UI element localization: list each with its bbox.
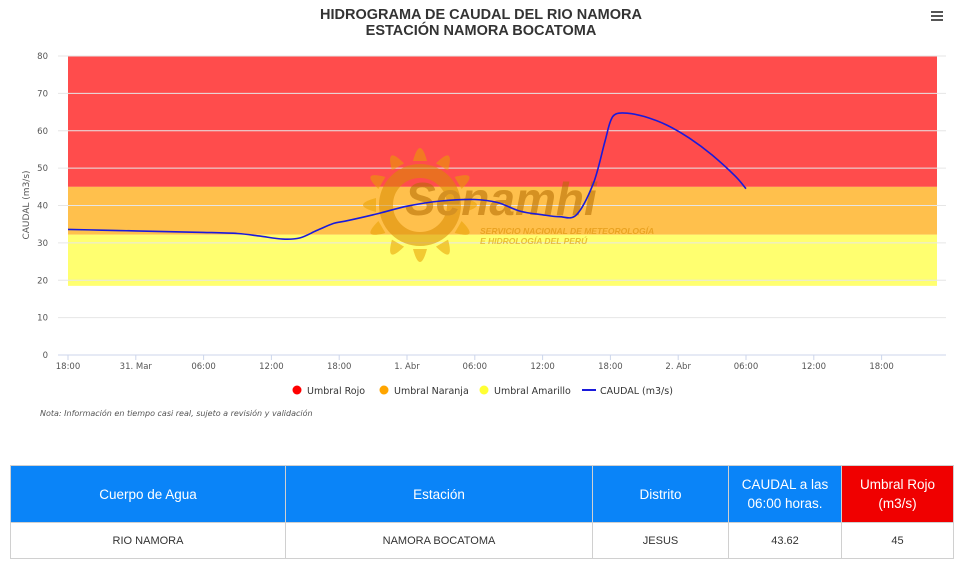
legend-marker <box>292 385 302 395</box>
x-tick-label: 31. Mar <box>120 362 153 372</box>
chart-subtitle: ESTACIÓN NAMORA BOCATOMA <box>366 21 597 39</box>
x-tick-label: 12:00 <box>802 362 827 372</box>
header-caudal-line2: 06:00 horas. <box>747 496 823 511</box>
x-tick-label: 18:00 <box>598 362 623 372</box>
header-umbral-line2: (m3/s) <box>878 496 917 511</box>
x-tick-label: 1. Abr <box>394 362 420 372</box>
header-umbral-rojo: Umbral Rojo (m3/s) <box>841 465 954 523</box>
y-tick-label: 0 <box>43 351 48 361</box>
grid-lines <box>58 55 946 319</box>
chart-legend: Umbral Rojo Umbral Naranja Umbral Amarillo… <box>292 385 673 398</box>
x-axis-ticks: 18:00 31. Mar 06:00 12:00 18:00 1. Abr 06:00 12… <box>56 355 894 372</box>
y-tick-label: 20 <box>37 276 48 286</box>
chart-note: Nota: Información en tiempo casi real, s… <box>40 408 313 418</box>
legend-label: CAUDAL (m3/s) <box>600 386 673 397</box>
band-umbral-naranja <box>68 186 937 235</box>
y-tick-label: 70 <box>37 89 48 99</box>
station-info-table: Cuerpo de Agua Estación Distrito CAUDAL … <box>10 465 954 559</box>
y-tick-label: 60 <box>37 127 48 137</box>
hydrograph-chart: HIDROGRAMA DE CAUDAL DEL RIO NAMORA ESTA… <box>22 7 948 418</box>
y-axis-ticks: 0 10 20 30 40 50 60 70 80 <box>37 52 48 361</box>
legend-item-umbral-rojo[interactable]: Umbral Rojo <box>292 385 366 398</box>
header-caudal-line1: CAUDAL a las <box>741 477 829 492</box>
caudal-series-line <box>67 112 747 241</box>
senamhi-watermark: Senamhi SERVICIO NACIONAL DE METEOROLOGÍ… <box>363 148 654 262</box>
threshold-bands <box>68 56 937 286</box>
band-umbral-rojo <box>68 56 937 187</box>
x-tick-label: 06:00 <box>463 362 488 372</box>
x-tick-label: 06:00 <box>191 362 216 372</box>
legend-marker <box>479 385 489 395</box>
x-tick-label: 18:00 <box>327 362 352 372</box>
y-tick-label: 80 <box>37 52 48 62</box>
x-tick-label: 12:00 <box>259 362 284 372</box>
legend-item-caudal-m3-s[interactable]: CAUDAL (m3/s) <box>582 386 673 397</box>
cell-umbral-rojo: 45 <box>841 522 954 559</box>
svg-text:SERVICIO NACIONAL DE METEOROLO: SERVICIO NACIONAL DE METEOROLOGÍA <box>480 226 654 236</box>
legend-item-umbral-amarillo[interactable]: Umbral Amarillo <box>479 385 572 398</box>
header-umbral-line1: Umbral Rojo <box>859 477 936 492</box>
header-caudal: CAUDAL a las 06:00 horas. <box>728 465 842 523</box>
legend-item-umbral-naranja[interactable]: Umbral Naranja <box>379 385 469 398</box>
chart-title: HIDROGRAMA DE CAUDAL DEL RIO NAMORA <box>320 7 642 23</box>
y-tick-label: 10 <box>37 314 48 324</box>
hamburger-menu-icon[interactable] <box>926 7 948 25</box>
svg-text:Senamhi: Senamhi <box>405 173 598 225</box>
cell-caudal: 43.62 <box>728 522 842 559</box>
header-cuerpo-de-agua: Cuerpo de Agua <box>10 465 286 523</box>
y-tick-label: 50 <box>37 164 48 174</box>
table-header-row: Cuerpo de Agua Estación Distrito CAUDAL … <box>10 465 954 523</box>
y-axis-title: CAUDAL (m3/s) <box>22 170 32 239</box>
table-row: RIO NAMORA NAMORA BOCATOMA JESUS 43.62 4… <box>10 522 954 559</box>
legend-label: Umbral Amarillo <box>494 386 571 397</box>
legend-marker <box>379 385 389 395</box>
legend-label: Umbral Rojo <box>307 386 365 397</box>
y-tick-label: 40 <box>37 202 48 212</box>
cell-estacion: NAMORA BOCATOMA <box>285 522 593 559</box>
header-distrito: Distrito <box>592 465 729 523</box>
y-tick-label: 30 <box>37 239 48 249</box>
legend-label: Umbral Naranja <box>394 386 469 397</box>
x-tick-label: 2. Abr <box>665 362 691 372</box>
header-estacion: Estación <box>285 465 593 523</box>
x-tick-label: 18:00 <box>56 362 81 372</box>
x-tick-label: 06:00 <box>734 362 759 372</box>
cell-distrito: JESUS <box>592 522 729 559</box>
x-tick-label: 12:00 <box>530 362 555 372</box>
cell-cuerpo-de-agua: RIO NAMORA <box>10 522 286 559</box>
svg-text:E HIDROLOGÍA DEL PERÚ: E HIDROLOGÍA DEL PERÚ <box>480 235 588 246</box>
x-tick-label: 18:00 <box>869 362 894 372</box>
